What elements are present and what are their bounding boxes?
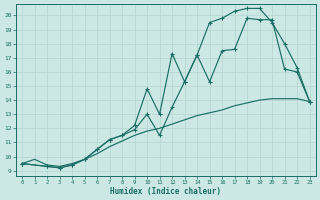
X-axis label: Humidex (Indice chaleur): Humidex (Indice chaleur) <box>110 187 221 196</box>
